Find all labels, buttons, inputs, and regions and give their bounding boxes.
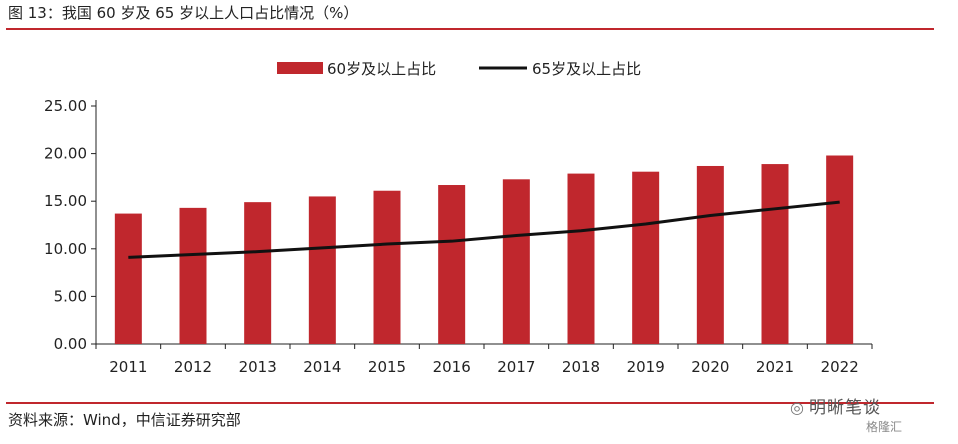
bar xyxy=(438,185,466,344)
y-tick-label: 10.00 xyxy=(44,240,87,258)
line-series xyxy=(128,200,840,259)
y-tick-label: 5.00 xyxy=(54,287,87,305)
bar xyxy=(567,173,595,344)
bar xyxy=(696,165,724,344)
bottom-rule xyxy=(6,402,934,404)
x-tick-label: 2021 xyxy=(756,358,794,376)
legend-bar-swatch xyxy=(277,62,323,74)
bar xyxy=(179,207,207,344)
source-note: 资料来源：Wind，中信证券研究部 xyxy=(8,411,241,429)
x-tick-label: 2015 xyxy=(368,358,406,376)
watermark-text: 明晰笔谈 xyxy=(808,398,881,418)
bar xyxy=(373,190,401,344)
watermark-logo: 格隆汇 xyxy=(866,420,903,434)
bar xyxy=(761,164,789,344)
x-tick-label: 2020 xyxy=(691,358,729,376)
x-tick-label: 2014 xyxy=(303,358,341,376)
y-axis: 0.00 5.00 10.00 15.00 20.00 25.00 xyxy=(44,97,97,353)
bar xyxy=(308,196,336,344)
watermark: ◎ 明晰笔谈 xyxy=(790,393,881,418)
y-tick-label: 15.00 xyxy=(44,192,87,210)
x-tick-label: 2019 xyxy=(627,358,665,376)
x-tick-label: 2011 xyxy=(109,358,147,376)
x-tick-label: 2012 xyxy=(174,358,212,376)
series-line xyxy=(128,200,840,259)
x-tick-label: 2016 xyxy=(433,358,471,376)
y-tick-label: 25.00 xyxy=(44,97,87,115)
x-tick-label: 2018 xyxy=(562,358,600,376)
bar xyxy=(632,171,660,344)
bar xyxy=(502,179,530,344)
y-tick-label: 0.00 xyxy=(54,335,87,353)
legend: 60岁及以上占比 65岁及以上占比 xyxy=(277,60,641,78)
wechat-icon: ◎ xyxy=(790,398,805,417)
legend-bar-label: 60岁及以上占比 xyxy=(327,60,436,78)
figure-title: 图 13：我国 60 岁及 65 岁以上人口占比情况（%） xyxy=(8,4,359,22)
bar-series xyxy=(114,155,854,344)
y-tick-label: 20.00 xyxy=(44,145,87,163)
bar xyxy=(826,155,854,344)
x-tick-label: 2017 xyxy=(497,358,535,376)
bar xyxy=(244,202,272,344)
x-tick-label: 2022 xyxy=(821,358,859,376)
bar xyxy=(114,213,142,344)
x-tick-label: 2013 xyxy=(239,358,277,376)
x-axis: 2011 2012 2013 2014 2015 2016 2017 2018 2019 2020… xyxy=(95,343,873,376)
legend-line-label: 65岁及以上占比 xyxy=(532,60,641,78)
top-rule xyxy=(6,28,934,30)
